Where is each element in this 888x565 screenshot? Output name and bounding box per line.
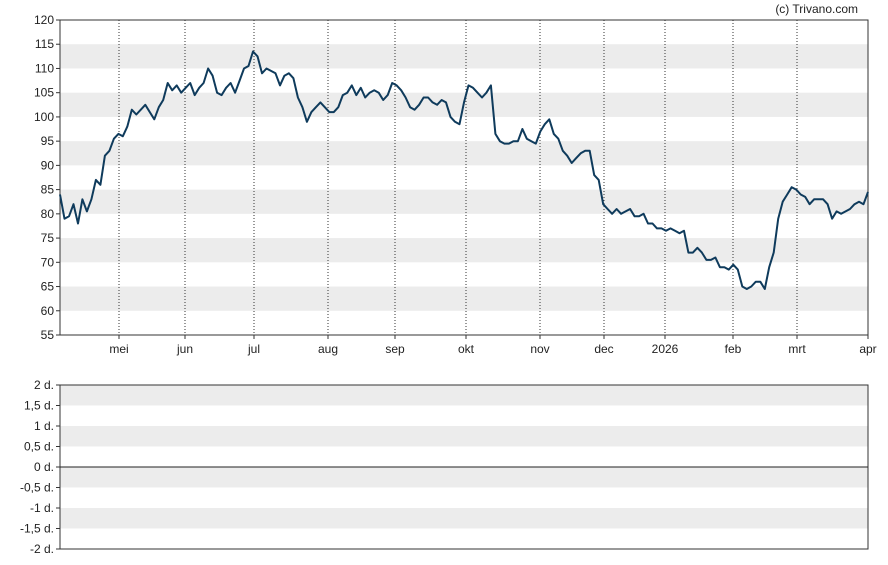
x-tick-label: nov xyxy=(530,342,549,356)
x-tick-label: aug xyxy=(318,342,338,356)
y-tick-label: -2 d. xyxy=(30,542,54,556)
grid-band xyxy=(60,385,868,406)
y-tick-label: 60 xyxy=(41,304,55,318)
price-chart-frame xyxy=(59,19,869,336)
x-tick-label: jul xyxy=(247,342,260,356)
y-tick-label: 85 xyxy=(41,183,55,197)
y-tick-label: 110 xyxy=(35,61,54,75)
x-tick-label: feb xyxy=(725,342,742,356)
grid-band xyxy=(60,238,868,263)
grid-band xyxy=(60,189,868,214)
y-tick-label: 95 xyxy=(41,134,55,148)
y-tick-label: 115 xyxy=(35,37,54,51)
y-tick-label: -0,5 d. xyxy=(20,481,54,495)
y-tick-label: -1,5 d. xyxy=(20,522,54,536)
price-series-line xyxy=(59,50,869,290)
y-tick-label: 70 xyxy=(41,255,55,269)
x-tick-label: mrt xyxy=(788,342,806,356)
y-tick-label: 55 xyxy=(41,328,55,342)
credit-label: (c) Trivano.com xyxy=(775,2,858,16)
y-tick-label: 0,5 d. xyxy=(24,440,54,454)
x-tick-label: okt xyxy=(458,342,475,356)
x-tick-label: sep xyxy=(385,342,405,356)
y-tick-label: 1 d. xyxy=(34,419,54,433)
grid-band xyxy=(60,426,868,447)
x-tick-label: 2026 xyxy=(652,342,679,356)
dividend-chart: 2 d. 1,5 d. 1 d. 0,5 d. 0 d. -0,5 d. -1 d. -1,5… xyxy=(20,378,869,556)
y-tick-label: 75 xyxy=(41,231,55,245)
y-tick-label: 80 xyxy=(41,207,55,221)
y-tick-label: 65 xyxy=(41,280,55,294)
y-tick-label: 0 d. xyxy=(34,460,54,474)
grid-band xyxy=(60,141,868,166)
price-chart: 120 115 110 105 100 95 90 85 80 75 70 65 60 55 mei jun… xyxy=(34,13,877,356)
grid-band xyxy=(60,508,868,529)
y-tick-label: 1,5 d. xyxy=(24,399,54,413)
y-tick-label: -1 d. xyxy=(30,501,54,515)
x-tick-label: apr xyxy=(859,342,876,356)
y-tick-label: 120 xyxy=(34,13,54,27)
y-tick-label: 100 xyxy=(34,110,54,124)
y-tick-label: 105 xyxy=(34,86,54,100)
x-tick-label: mei xyxy=(109,342,128,356)
x-tick-label: dec xyxy=(594,342,613,356)
y-tick-label: 2 d. xyxy=(34,378,54,392)
grid-band xyxy=(60,44,868,69)
y-tick-label: 90 xyxy=(41,158,55,172)
grid-band xyxy=(60,286,868,311)
x-tick-label: jun xyxy=(176,342,193,356)
grid-band xyxy=(60,467,868,488)
